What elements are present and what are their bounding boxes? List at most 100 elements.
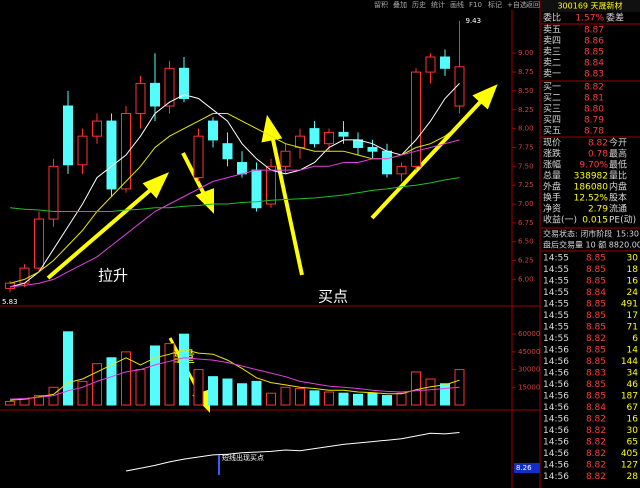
tick-time: 14:55	[543, 277, 569, 287]
tick-volume: 34	[627, 369, 639, 379]
tick-time: 14:56	[543, 438, 569, 448]
stat-label: 内盘	[609, 181, 627, 193]
arrow-head	[472, 84, 498, 110]
stat-label: 最低	[609, 159, 627, 171]
tick-volume: 127	[621, 461, 638, 471]
tick-price: 8.85	[586, 323, 606, 333]
tick-volume: 71	[627, 323, 638, 333]
tick-price: 8.85	[586, 254, 606, 264]
cursor-box	[514, 463, 540, 473]
book-label: 卖一	[543, 69, 561, 80]
tick-volume: 6	[632, 334, 638, 344]
line	[9, 357, 460, 400]
arrow	[270, 134, 304, 276]
toolbar-button[interactable]: 留积	[374, 0, 388, 9]
volume-bar	[309, 390, 320, 406]
tick-price: 8.83	[586, 369, 606, 379]
candle-body	[367, 146, 378, 152]
volume-bar	[237, 383, 247, 406]
volume-bar	[324, 391, 334, 406]
after-hours: 盘后交易量 10 额 8820.00	[543, 240, 640, 250]
tick-price: 8.82	[586, 415, 606, 425]
book-price: 8.81	[584, 94, 604, 104]
volume-bar	[295, 387, 305, 406]
candle-body	[34, 218, 44, 269]
stat-label: 量比	[609, 170, 627, 182]
tick-time: 14:55	[543, 288, 569, 298]
line	[9, 139, 460, 288]
toolbar-button[interactable]: 画线	[450, 0, 464, 9]
tick-price: 8.82	[586, 461, 606, 471]
candle-body	[440, 56, 450, 69]
y-tick-label: 60000	[518, 330, 540, 338]
signal-label: 短线出现买点	[222, 453, 264, 462]
book-price: 8.80	[584, 105, 604, 115]
stat-label: 总量	[543, 170, 561, 182]
volume-bar	[280, 386, 291, 406]
toolbar-button[interactable]: 叠加	[393, 0, 407, 9]
tick-volume: 46	[627, 380, 639, 390]
book-price: 8.86	[584, 37, 604, 47]
book-label: 卖二	[543, 58, 561, 69]
tick-price: 8.82	[586, 334, 606, 344]
stat-value: 338982	[574, 172, 608, 182]
volume-bar	[63, 331, 73, 406]
book-label: 卖五	[543, 25, 561, 36]
stat-value: 186080	[574, 183, 609, 193]
candle-body	[77, 135, 88, 166]
volume-bar	[396, 392, 407, 406]
tick-price: 8.82	[586, 472, 606, 482]
tick-volume: 24	[627, 288, 639, 298]
tick-time: 14:56	[543, 403, 569, 413]
toolbar-button[interactable]: 标记	[488, 0, 502, 9]
candle-body	[425, 56, 436, 73]
volume-bar	[34, 395, 44, 406]
stat-label: 净资	[543, 203, 561, 215]
tick-time: 14:56	[543, 472, 569, 482]
volume-bar	[338, 392, 349, 406]
y-tick-label: 9.00	[518, 49, 534, 57]
tick-volume: 16	[627, 277, 639, 287]
stock-title: 300169 天晟新材	[557, 1, 622, 11]
toolbar-button[interactable]: F10	[469, 1, 482, 9]
tick-price: 8.82	[586, 426, 606, 436]
signal-marker	[218, 455, 220, 475]
volume-bar	[135, 369, 146, 406]
candle-body	[382, 150, 392, 175]
volume-bar	[19, 398, 30, 406]
y-tick-label: 7.50	[518, 162, 534, 170]
tick-time: 14:55	[543, 323, 569, 333]
y-tick-label: 6.25	[518, 257, 534, 265]
candle-body	[179, 67, 189, 99]
stat-value: 8.82	[588, 139, 608, 149]
stat-value: 0.78	[588, 150, 608, 160]
tick-price: 8.85	[586, 277, 606, 287]
tick-volume: 28	[627, 472, 639, 482]
volume-bar	[208, 376, 218, 406]
y-tick-label: 8.50	[518, 87, 534, 95]
toolbar-button[interactable]: 历史	[412, 0, 426, 9]
volume-bar	[164, 343, 175, 406]
y-tick-label: 6.00	[518, 275, 534, 283]
candle-body	[193, 135, 204, 179]
volume-bar	[92, 363, 102, 406]
candle-body	[222, 143, 233, 160]
book-label: 买五	[543, 126, 561, 137]
stat-label: 流通	[609, 203, 627, 215]
tick-time: 14:56	[543, 392, 569, 402]
stat-value: 9.70%	[579, 161, 608, 171]
candle-body	[324, 131, 334, 145]
stat-label: 股本	[609, 192, 627, 204]
stat-value: 0.015	[582, 216, 608, 226]
tick-volume: 67	[627, 403, 638, 413]
toolbar-button[interactable]: +自选	[507, 0, 527, 9]
candle-body	[208, 120, 218, 141]
stat-label: 换手	[543, 192, 561, 204]
toolbar-button[interactable]: 返回	[526, 1, 540, 9]
volume-bar	[367, 392, 378, 406]
toolbar-button[interactable]: 统计	[431, 0, 445, 9]
stat-label: 涨跌	[543, 149, 561, 160]
volume-bar	[353, 393, 363, 406]
tick-price: 8.84	[586, 288, 606, 298]
line	[9, 83, 460, 288]
